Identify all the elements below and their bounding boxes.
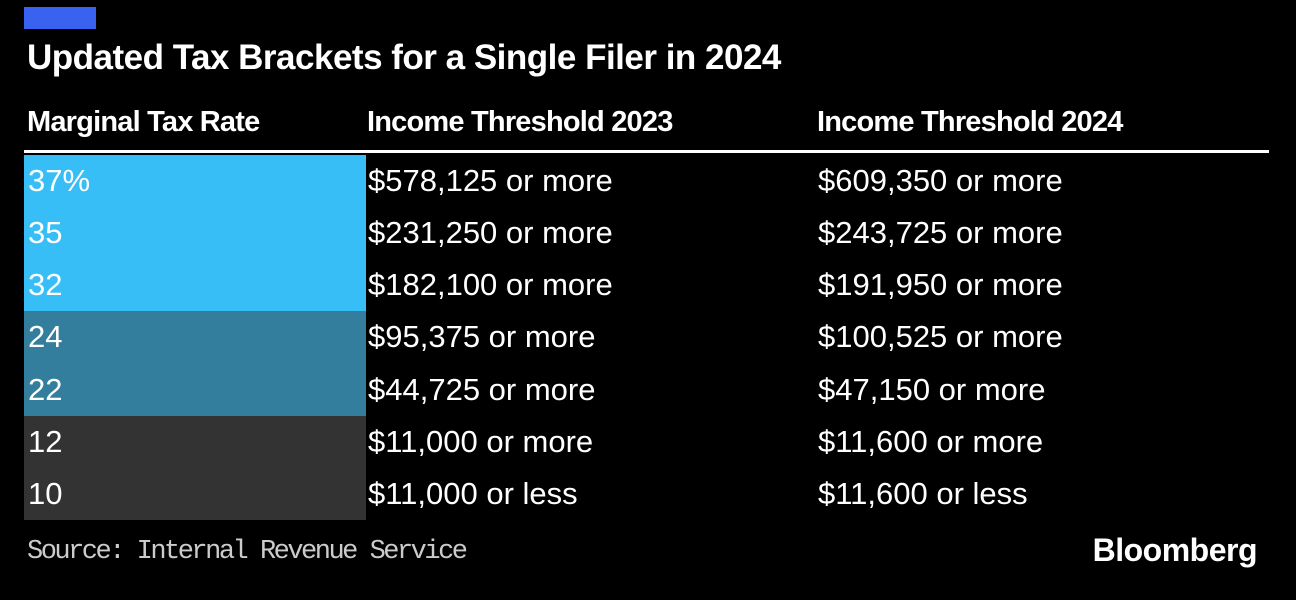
threshold-2024-cell: $100,525 or more <box>818 319 1063 355</box>
threshold-2024-cell: $11,600 or more <box>818 423 1044 459</box>
table-row: 37% $578,125 or more $609,350 or more <box>24 155 1269 208</box>
table-row: 10 $11,000 or less $11,600 or less <box>24 467 1269 520</box>
threshold-2023-cell: $231,250 or more <box>368 215 613 251</box>
table-row: 22 $44,725 or more $47,150 or more <box>24 363 1269 416</box>
threshold-2023-cell: $95,375 or more <box>368 319 596 355</box>
rate-cell: 12 <box>24 415 366 468</box>
column-header-2023: Income Threshold 2023 <box>367 106 673 138</box>
tax-table: 37% $578,125 or more $609,350 or more 35… <box>24 155 1269 520</box>
threshold-2024-cell: $609,350 or more <box>818 163 1063 199</box>
threshold-2023-cell: $44,725 or more <box>368 371 596 407</box>
table-row: 24 $95,375 or more $100,525 or more <box>24 311 1269 364</box>
threshold-2023-cell: $578,125 or more <box>368 163 613 199</box>
table-row: 32 $182,100 or more $191,950 or more <box>24 259 1269 312</box>
rate-cell: 37% <box>24 155 366 208</box>
threshold-2024-cell: $243,725 or more <box>818 215 1063 251</box>
column-header-rate: Marginal Tax Rate <box>27 106 260 138</box>
threshold-2024-cell: $11,600 or less <box>818 475 1028 511</box>
rate-cell: 32 <box>24 259 366 312</box>
threshold-2023-cell: $11,000 or more <box>368 423 594 459</box>
threshold-2024-cell: $47,150 or more <box>818 371 1046 407</box>
source-note: Source: Internal Revenue Service <box>27 537 468 567</box>
rate-cell: 10 <box>24 467 366 520</box>
header-rule <box>24 150 1269 153</box>
threshold-2024-cell: $191,950 or more <box>818 267 1063 303</box>
rate-cell: 35 <box>24 207 366 260</box>
column-header-2024: Income Threshold 2024 <box>817 106 1123 138</box>
brand-accent-bar <box>24 7 96 29</box>
rate-cell: 22 <box>24 363 366 416</box>
threshold-2023-cell: $11,000 or less <box>368 475 578 511</box>
table-row: 12 $11,000 or more $11,600 or more <box>24 415 1269 468</box>
threshold-2023-cell: $182,100 or more <box>368 267 613 303</box>
page-title: Updated Tax Brackets for a Single Filer … <box>27 38 781 77</box>
bloomberg-logo: Bloomberg <box>1092 532 1258 568</box>
table-row: 35 $231,250 or more $243,725 or more <box>24 207 1269 260</box>
rate-cell: 24 <box>24 311 366 364</box>
